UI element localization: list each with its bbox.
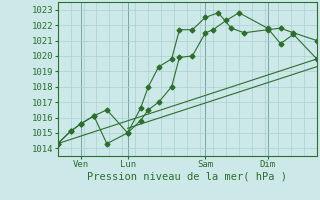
X-axis label: Pression niveau de la mer( hPa ): Pression niveau de la mer( hPa ) — [87, 172, 287, 182]
